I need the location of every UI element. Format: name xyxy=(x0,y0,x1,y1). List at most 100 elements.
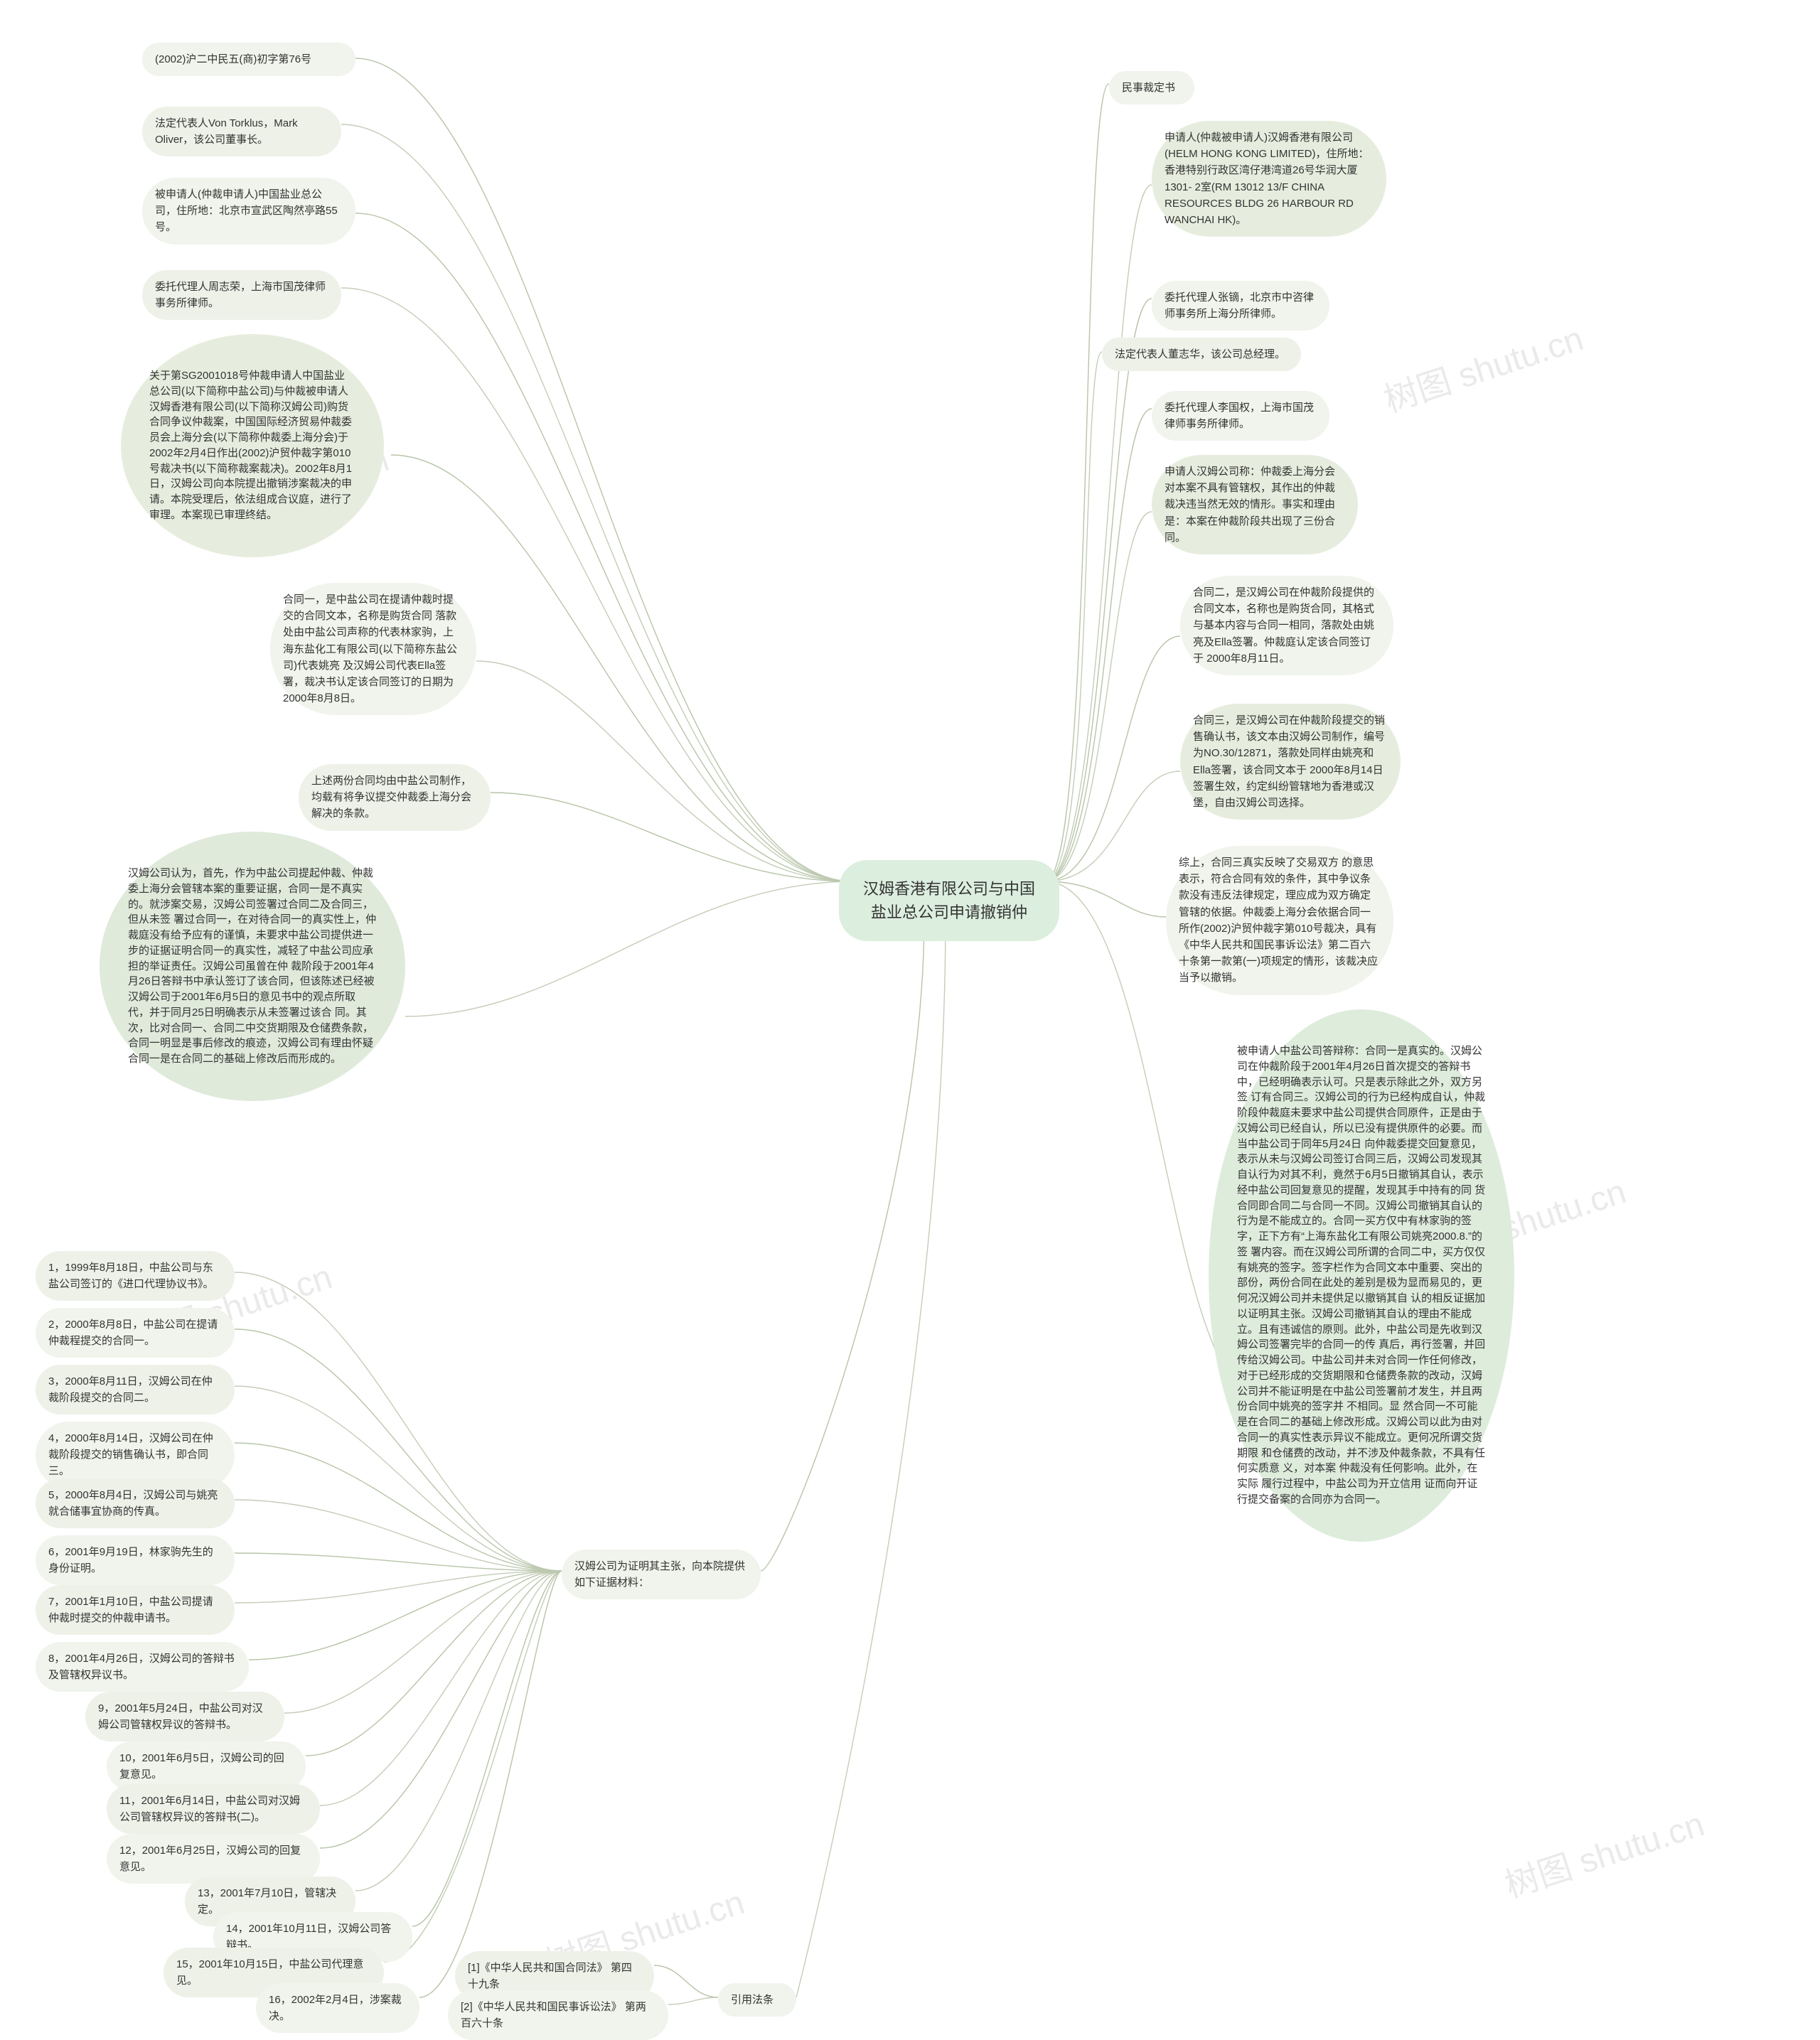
evidence-node: 5，2000年8月4日，汉姆公司与姚亮就合储事宜协商的传真。 xyxy=(36,1478,235,1528)
evidence-node: 9，2001年5月24日，中盐公司对汉姆公司管辖权异议的答辩书。 xyxy=(85,1692,284,1741)
node-text: 法定代表人Von Torklus，Mark Oliver，该公司董事长。 xyxy=(155,117,298,146)
connector-path xyxy=(476,661,853,881)
node-text: 委托代理人周志荣，上海市国茂律师事务所律师。 xyxy=(155,281,326,309)
evidence-node: 7，2001年1月10日，中盐公司提请仲裁时提交的仲裁申请书。 xyxy=(36,1585,235,1635)
connector-path xyxy=(796,917,946,1997)
evidence-node: 2，2000年8月8日，中盐公司在提请仲裁程提交的合同一。 xyxy=(36,1308,235,1358)
evidence-node: 11，2001年6月14日，中盐公司对汉姆公司管辖权异议的答辩书(二)。 xyxy=(107,1784,320,1834)
node-text: 11，2001年6月14日，中盐公司对汉姆公司管辖权异议的答辩书(二)。 xyxy=(119,1795,300,1823)
node-text: 民事裁定书 xyxy=(1122,82,1175,94)
right-node: 合同三，是汉姆公司在仲裁阶段提交的销售确认书，该文本由汉姆公司制作，编号为NO.… xyxy=(1180,704,1401,820)
connector-path xyxy=(654,1965,718,1997)
node-text: 引用法条 xyxy=(731,1994,774,2006)
connector-path xyxy=(1045,636,1180,881)
node-text: 合同二，是汉姆公司在仲裁阶段提供的合同文本，名称也是购货合同，其格式与基本内容与… xyxy=(1193,586,1374,665)
evidence-node: 1，1999年8月18日，中盐公司与东盐公司签订的《进口代理协议书》。 xyxy=(36,1251,235,1301)
node-text: [1]《中华人民共和国合同法》 第四十九条 xyxy=(468,1962,632,1990)
node-text: 2，2000年8月8日，中盐公司在提请仲裁程提交的合同一。 xyxy=(48,1319,218,1347)
evidence-node: 3，2000年8月11日，汉姆公司在仲裁阶段提交的合同二。 xyxy=(36,1365,235,1414)
node-text: 申请人汉姆公司称：仲裁委上海分会对本案不具有管辖权，其作出的仲裁裁决违当然无效的… xyxy=(1165,466,1335,544)
node-text: 被申请人(仲裁申请人)中国盐业总公司，住所地：北京市宣武区陶然亭路55号。 xyxy=(155,188,338,233)
connector-path xyxy=(1045,512,1152,881)
connector-path xyxy=(761,917,924,1571)
connector-path xyxy=(235,1500,562,1571)
law-node: [2]《中华人民共和国民事诉讼法》 第两百六十条 xyxy=(448,1990,668,2040)
evidence-node: 8，2001年4月26日，汉姆公司的答辩书及管辖权异议书。 xyxy=(36,1642,249,1692)
right-node: 综上，合同三真实反映了交易双方 的意思表示，符合合同有效的条件，其中争议条款没有… xyxy=(1166,846,1393,995)
left-node: 汉姆公司认为，首先，作为中盐公司提起仲裁、仲裁委上海分会管辖本案的重要证据，合同… xyxy=(100,832,405,1101)
connector-path xyxy=(412,1571,562,1926)
connector-path xyxy=(384,1571,562,1962)
left-node: 关于第SG2001018号仲裁申请人中国盐业总公司(以下简称中盐公司)与仲裁被申… xyxy=(121,334,384,557)
node-text: 汉姆公司为证明其主张，向本院提供如下证据材料： xyxy=(574,1560,745,1589)
connector-path xyxy=(306,1571,562,1756)
node-text: 汉姆公司认为，首先，作为中盐公司提起仲裁、仲裁委上海分会管辖本案的重要证据，合同… xyxy=(128,866,377,1067)
connector-path xyxy=(235,1443,562,1571)
left-node: (2002)沪二中民五(商)初字第76号 xyxy=(142,43,355,76)
connector-path xyxy=(668,1997,718,2004)
right-node: 委托代理人李国权，上海市国茂律师事务所律师。 xyxy=(1152,391,1329,441)
connector-path xyxy=(235,1329,562,1571)
left-node: 合同一，是中盐公司在提请仲裁时提交的合同文本，名称是购货合同 落款处由中盐公司声… xyxy=(270,583,476,715)
connector-path xyxy=(235,1386,562,1571)
connector-path xyxy=(419,1571,562,1997)
connector-path xyxy=(249,1571,562,1660)
node-text: 被申请人中盐公司答辩称：合同一是真实的。汉姆公司在仲裁阶段于2001年4月26日… xyxy=(1237,1043,1486,1508)
node-text: [2]《中华人民共和国民事诉讼法》 第两百六十条 xyxy=(461,2001,646,2029)
node-text: 关于第SG2001018号仲裁申请人中国盐业总公司(以下简称中盐公司)与仲裁被申… xyxy=(149,368,355,523)
node-text: 7，2001年1月10日，中盐公司提请仲裁时提交的仲裁申请书。 xyxy=(48,1596,213,1624)
node-text: 4，2000年8月14日，汉姆公司在仲裁阶段提交的销售确认书，即合同三。 xyxy=(48,1432,213,1477)
node-text: 合同三，是汉姆公司在仲裁阶段提交的销售确认书，该文本由汉姆公司制作，编号为NO.… xyxy=(1193,714,1385,809)
right-node: 委托代理人张镝，北京市中咨律师事务所上海分所律师。 xyxy=(1152,281,1329,331)
node-text: 上述两份合同均由中盐公司制作，均载有将争议提交仲裁委上海分会解决的条款。 xyxy=(311,775,471,820)
law-node: 引用法条 xyxy=(718,1983,796,2017)
connector-path xyxy=(320,1571,562,1848)
connector-path xyxy=(491,793,853,881)
node-text: 5，2000年8月4日，汉姆公司与姚亮就合储事宜协商的传真。 xyxy=(48,1489,218,1518)
node-text: 委托代理人李国权，上海市国茂律师事务所律师。 xyxy=(1165,402,1314,430)
left-node: 委托代理人周志荣，上海市国茂律师事务所律师。 xyxy=(142,270,341,320)
node-text: 3，2000年8月11日，汉姆公司在仲裁阶段提交的合同二。 xyxy=(48,1375,213,1404)
right-node: 法定代表人董志华，该公司总经理。 xyxy=(1102,338,1301,371)
node-text: (2002)沪二中民五(商)初字第76号 xyxy=(155,53,311,65)
right-node: 申请人(仲裁被申请人)汉姆香港有限公司(HELM HONG KONG LIMIT… xyxy=(1152,121,1386,237)
node-text: 16，2002年2月4日，涉案裁决。 xyxy=(269,1994,402,2022)
node-text: 1，1999年8月18日，中盐公司与东盐公司签订的《进口代理协议书》。 xyxy=(48,1262,214,1290)
right-node: 被申请人中盐公司答辩称：合同一是真实的。汉姆公司在仲裁阶段于2001年4月26日… xyxy=(1209,1009,1514,1542)
connector-path xyxy=(355,58,853,881)
connector-path xyxy=(1045,84,1109,881)
connector-path xyxy=(1045,771,1180,881)
right-node: 民事裁定书 xyxy=(1109,71,1194,104)
node-text: 法定代表人董志华，该公司总经理。 xyxy=(1115,348,1285,360)
connector-path xyxy=(320,1571,562,1805)
evidence-node: 6，2001年9月19日，林家驹先生的身份证明。 xyxy=(36,1535,235,1585)
node-text: 委托代理人张镝，北京市中咨律师事务所上海分所律师。 xyxy=(1165,291,1314,320)
node-text: 申请人(仲裁被申请人)汉姆香港有限公司(HELM HONG KONG LIMIT… xyxy=(1165,131,1369,226)
watermark: 树图 shutu.cn xyxy=(1497,1796,1709,1907)
center-node: 汉姆香港有限公司与中国盐业总公司申请撤销仲 xyxy=(839,860,1059,941)
connector-path xyxy=(405,881,853,1016)
node-text: 12，2001年6月25日，汉姆公司的回复意见。 xyxy=(119,1845,301,1873)
left-node: 被申请人(仲裁申请人)中国盐业总公司，住所地：北京市宣武区陶然亭路55号。 xyxy=(142,178,355,245)
node-text: 综上，合同三真实反映了交易双方 的意思表示，符合合同有效的条件，其中争议条款没有… xyxy=(1179,857,1378,984)
evidence-node: 16，2002年2月4日，涉案裁决。 xyxy=(256,1983,419,2033)
connector-path xyxy=(284,1571,562,1713)
connector-path xyxy=(1045,185,1152,881)
watermark: 树图 shutu.cn xyxy=(1376,311,1588,422)
connector-path xyxy=(1045,299,1152,881)
connector-path xyxy=(235,1553,562,1571)
connector-path xyxy=(355,1571,562,1891)
node-text: 9，2001年5月24日，中盐公司对汉姆公司管辖权异议的答辩书。 xyxy=(98,1702,263,1731)
left-node: 上述两份合同均由中盐公司制作，均载有将争议提交仲裁委上海分会解决的条款。 xyxy=(299,764,491,831)
connector-path xyxy=(235,1571,562,1603)
left-node: 法定代表人Von Torklus，Mark Oliver，该公司董事长。 xyxy=(142,107,341,156)
connector-path xyxy=(1045,881,1166,917)
connector-path xyxy=(1045,352,1102,881)
node-text: 6，2001年9月19日，林家驹先生的身份证明。 xyxy=(48,1546,213,1574)
node-text: 合同一，是中盐公司在提请仲裁时提交的合同文本，名称是购货合同 落款处由中盐公司声… xyxy=(283,594,457,704)
connector-path xyxy=(1045,409,1152,881)
right-node: 申请人汉姆公司称：仲裁委上海分会对本案不具有管辖权，其作出的仲裁裁决违当然无效的… xyxy=(1152,455,1358,554)
center-label: 汉姆香港有限公司与中国盐业总公司申请撤销仲 xyxy=(863,880,1035,921)
evidence-node: 汉姆公司为证明其主张，向本院提供如下证据材料： xyxy=(562,1550,761,1599)
node-text: 10，2001年6月5日，汉姆公司的回复意见。 xyxy=(119,1752,284,1781)
